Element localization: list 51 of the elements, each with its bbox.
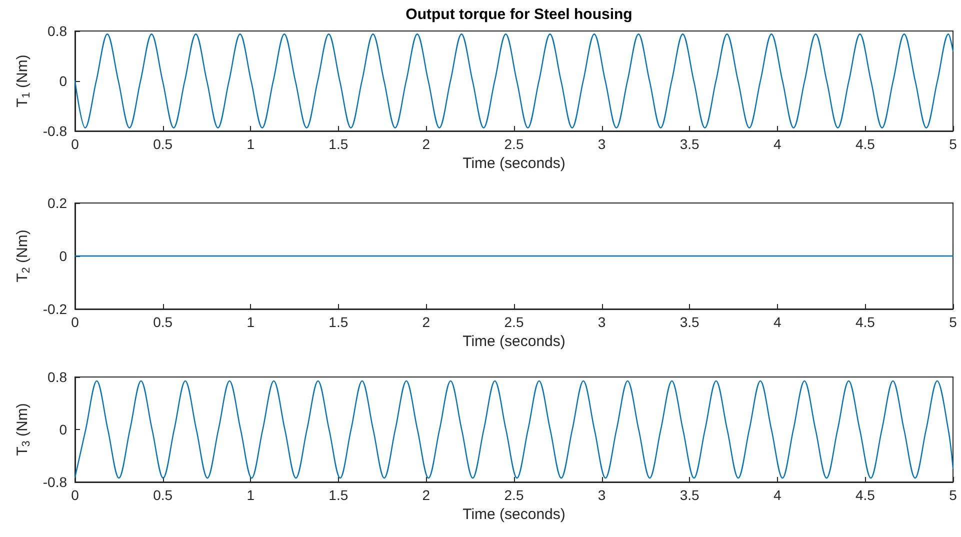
x-tick-label: 1 — [246, 487, 255, 503]
x-tick-label: 2 — [422, 487, 430, 503]
y-tick-label: 0.8 — [48, 369, 68, 385]
x-tick-label: 4 — [774, 136, 782, 152]
x-tick-label: 3.5 — [680, 314, 700, 330]
y-axis-title: T3 (Nm) — [14, 403, 32, 456]
x-axis-title: Time (seconds) — [462, 506, 566, 523]
x-tick-label: 2 — [422, 136, 430, 152]
y-tick-label: 0.2 — [48, 195, 68, 211]
y-axis-title: T2 (Nm) — [14, 230, 32, 282]
x-tick-label: 1 — [246, 314, 255, 330]
y-axis-title: T1 (Nm) — [14, 54, 32, 108]
x-tick-label: 2.5 — [504, 487, 524, 503]
y-tick-label: 0 — [59, 248, 68, 264]
x-tick-label: 2.5 — [504, 314, 524, 330]
x-tick-label: 3 — [598, 314, 606, 330]
line-series — [74, 34, 954, 128]
y-tick-label: 0 — [59, 422, 68, 438]
x-tick-label: 2 — [422, 314, 430, 330]
x-tick-label: 1 — [246, 136, 255, 152]
x-axis-title: Time (seconds) — [462, 332, 566, 350]
line-series — [74, 380, 954, 479]
x-tick-label: 4.5 — [855, 487, 876, 503]
x-tick-label: 4 — [774, 314, 782, 330]
x-tick-label: 0 — [71, 136, 80, 152]
x-tick-label: 3.5 — [680, 136, 700, 152]
x-axis-title: Time (seconds) — [462, 154, 566, 172]
x-tick-label: 2.5 — [504, 136, 524, 152]
x-tick-label: 0.5 — [153, 136, 173, 152]
x-tick-label: 0 — [71, 314, 80, 330]
y-tick-label: 0 — [59, 73, 68, 89]
x-tick-label: 3 — [598, 487, 606, 503]
x-tick-label: 0.5 — [153, 314, 173, 330]
x-tick-label: 0.5 — [153, 487, 173, 503]
x-tick-label: 3.5 — [680, 487, 700, 503]
y-tick-label: -0.8 — [42, 123, 68, 139]
x-tick-label: 5 — [949, 314, 958, 330]
x-tick-label: 4.5 — [855, 136, 876, 152]
x-tick-label: 1.5 — [328, 136, 348, 152]
chart-title: Output torque for Steel housing — [406, 6, 632, 23]
x-tick-label: 4 — [774, 487, 782, 503]
x-tick-label: 1.5 — [328, 487, 348, 503]
x-tick-label: 5 — [949, 136, 958, 152]
x-tick-label: 4.5 — [855, 314, 876, 330]
x-tick-label: 0 — [71, 487, 80, 503]
y-tick-label: 0.8 — [48, 23, 68, 39]
y-tick-label: -0.8 — [42, 474, 68, 490]
x-tick-label: 3 — [598, 136, 606, 152]
y-tick-label: -0.2 — [42, 301, 68, 317]
x-tick-label: 5 — [949, 487, 958, 503]
x-tick-label: 1.5 — [328, 314, 348, 330]
